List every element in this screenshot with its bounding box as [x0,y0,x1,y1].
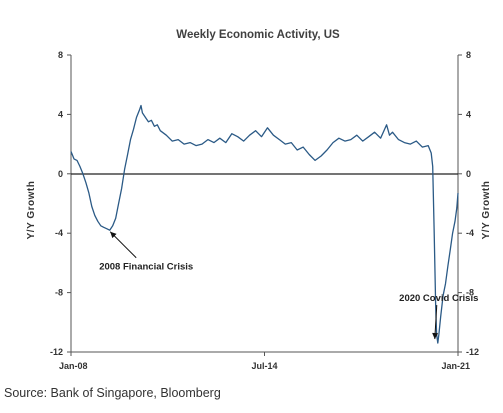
chart: Weekly Economic Activity, US 840-4-8-12 … [26,29,492,371]
y-axis-title-left: Y/Y Growth [26,181,37,240]
annotation-arrow-head [110,231,117,239]
y-tick-label-left: 0 [58,169,63,179]
y-tick-label-left: 4 [58,109,63,119]
chart-title: Weekly Economic Activity, US [176,29,340,41]
x-tick-label: Jul-14 [251,361,277,371]
y-axis-title-right: Y/Y Growth [481,181,492,240]
y-tick-label-left: 8 [58,50,63,60]
y-tick-label-right: 0 [466,169,471,179]
annotation-label: 2008 Financial Crisis [99,262,193,273]
y-tick-label-right: -4 [466,228,474,238]
y-ticks-right: 8 4 0 -4 -8 -12 [458,50,479,357]
annotations: 2008 Financial Crisis 2020 Covid Crisis [99,231,478,340]
y-tick-label-right: -12 [466,347,479,357]
y-tick-label-right: 4 [466,109,471,119]
y-ticks-left: 8 4 0 -4 -8 -12 [50,50,71,357]
annotation-arrow-line [109,231,137,259]
annotation-label: 2020 Covid Crisis [399,293,478,304]
series-line [70,104,459,344]
y-tick-label-left: -12 [50,347,63,357]
y-tick-label-right: -8 [466,288,474,298]
source-note: Source: Bank of Singapore, Bloomberg [4,386,221,400]
y-tick-label-left: -4 [55,228,63,238]
y-tick-label-right: 8 [466,50,471,60]
x-ticks: Jan-08 Jul-14 Jan-21 [59,352,470,371]
x-tick-label: Jan-21 [441,361,470,371]
x-tick-label: Jan-08 [59,361,88,371]
y-tick-label-left: -8 [55,288,63,298]
annotation-arrow-head [432,332,439,340]
